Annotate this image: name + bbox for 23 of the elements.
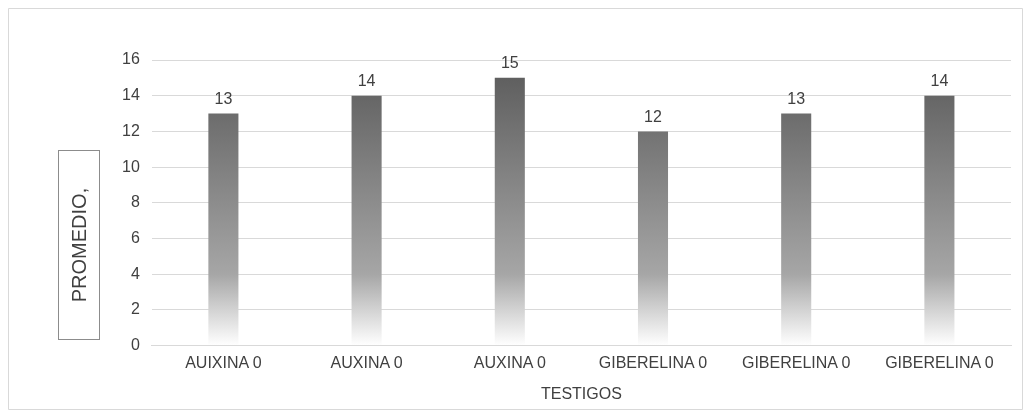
data-label: 13 [214, 89, 233, 107]
x-tick-label: AUXINA 0 [473, 353, 546, 371]
data-label: 15 [500, 54, 519, 72]
y-tick-label: 10 [122, 157, 140, 175]
x-tick-label: GIBERELINA 0 [741, 353, 851, 371]
x-axis-title: TESTIGOS [540, 384, 622, 402]
y-tick-label: 6 [130, 228, 140, 246]
y-tick-label: 4 [130, 264, 140, 282]
data-label: 13 [787, 89, 806, 107]
y-tick-label: 0 [130, 336, 140, 354]
y-axis-title: PROMEDIO, [58, 150, 100, 340]
x-tick-label: GIBERELINA 0 [885, 353, 994, 371]
data-label: 12 [644, 107, 662, 125]
x-tick-label: GIBERELINA 0 [598, 353, 708, 371]
y-tick-label: 8 [130, 193, 140, 211]
x-tick-label: AUXINA 0 [330, 353, 403, 371]
y-tick-label: 12 [122, 121, 140, 139]
y-tick-label: 16 [122, 50, 140, 68]
y-tick-label: 14 [122, 86, 140, 104]
y-tick-label: 2 [130, 300, 140, 318]
x-tick-label: AUIXINA 0 [185, 353, 262, 371]
data-label: 14 [930, 72, 949, 90]
data-label: 14 [357, 72, 376, 90]
